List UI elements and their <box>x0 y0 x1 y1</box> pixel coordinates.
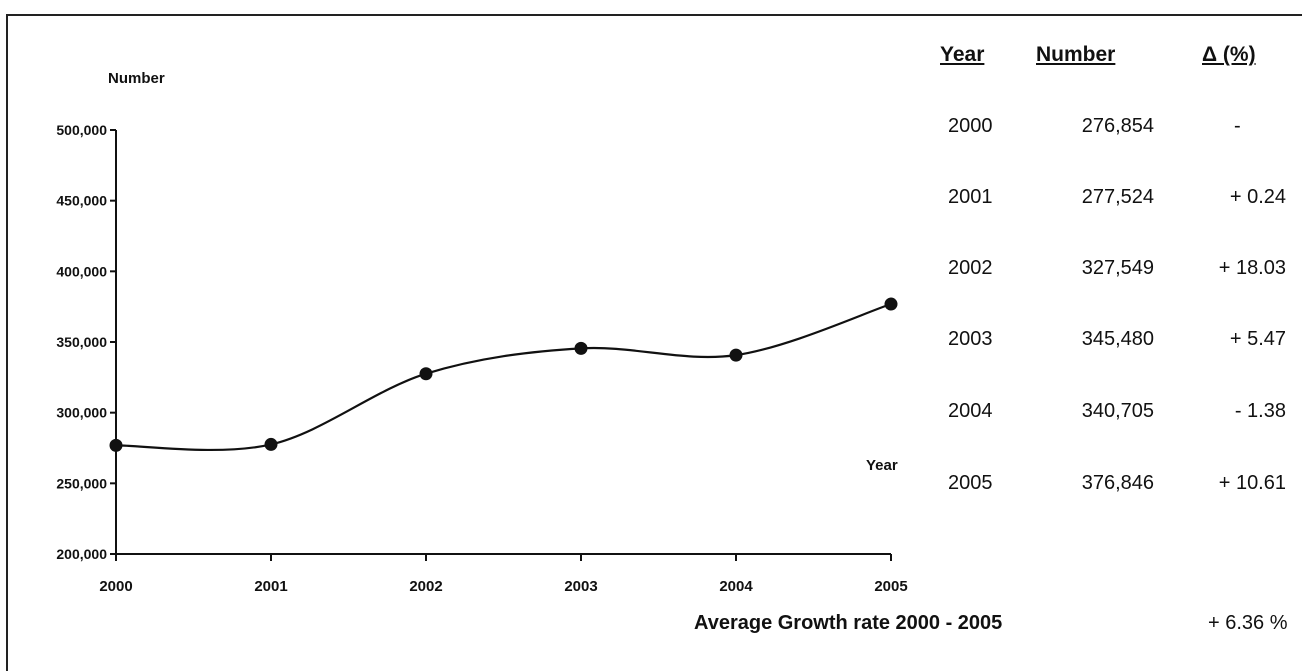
frame-left-border <box>6 14 8 671</box>
table-cell-delta: + 18.03 <box>1218 257 1286 279</box>
y-tick-label: 500,000 <box>56 122 107 138</box>
x-tick-label: 2003 <box>564 578 597 595</box>
x-tick-label: 2005 <box>874 578 907 595</box>
average-growth-label: Average Growth rate 2000 - 2005 <box>694 612 1003 634</box>
table-cell-year: 2001 <box>948 186 993 208</box>
table-header-number: Number <box>1036 43 1116 66</box>
table-cell-year: 2000 <box>948 115 993 137</box>
frame-top-border <box>6 14 1302 16</box>
table-cell-number: 327,549 <box>1081 257 1154 279</box>
y-tick-label: 450,000 <box>56 193 107 209</box>
table-cell-number: 277,524 <box>1081 186 1154 208</box>
y-tick-label: 300,000 <box>56 405 107 421</box>
series-line <box>115 303 892 452</box>
table-cell-delta: + 0.24 <box>1229 186 1286 208</box>
table-cell-delta: + 5.47 <box>1229 328 1286 350</box>
y-axis-title: Number <box>108 70 165 87</box>
table-cell-delta: + 10.61 <box>1218 472 1286 494</box>
x-tick-label: 2000 <box>99 578 132 595</box>
data-point <box>574 341 588 355</box>
table-cell-delta: - <box>1234 115 1241 137</box>
data-point <box>419 367 433 381</box>
table-cell-number: 376,846 <box>1081 472 1154 494</box>
x-axis-title: Year <box>866 457 898 474</box>
table-cell-year: 2004 <box>948 400 993 422</box>
y-tick-label: 350,000 <box>56 334 107 350</box>
data-point <box>729 348 743 362</box>
x-tick-label: 2001 <box>254 578 287 595</box>
x-tick-label: 2002 <box>409 578 442 595</box>
table-cell-number: 340,705 <box>1081 400 1154 422</box>
y-tick-label: 250,000 <box>56 475 107 491</box>
x-tick-label: 2004 <box>719 578 753 595</box>
table-cell-year: 2003 <box>948 328 993 350</box>
table-cell-year: 2002 <box>948 257 993 279</box>
data-point <box>109 438 123 452</box>
data-point <box>264 437 278 451</box>
table-cell-delta: - 1.38 <box>1234 400 1286 422</box>
table-cell-year: 2005 <box>948 472 993 494</box>
line-chart: 500,000 450,000 400,000 350,000 300,000 250,0… <box>56 122 907 595</box>
y-tick-label: 400,000 <box>56 263 107 279</box>
table-header-year: Year <box>940 43 985 66</box>
table-header-delta: Δ (%) <box>1202 43 1256 66</box>
average-growth-value: + 6.36 % <box>1208 612 1288 634</box>
table-cell-number: 276,854 <box>1081 115 1154 137</box>
table-cell-number: 345,480 <box>1081 328 1154 350</box>
data-point <box>884 297 898 311</box>
y-tick-label: 200,000 <box>56 546 107 562</box>
